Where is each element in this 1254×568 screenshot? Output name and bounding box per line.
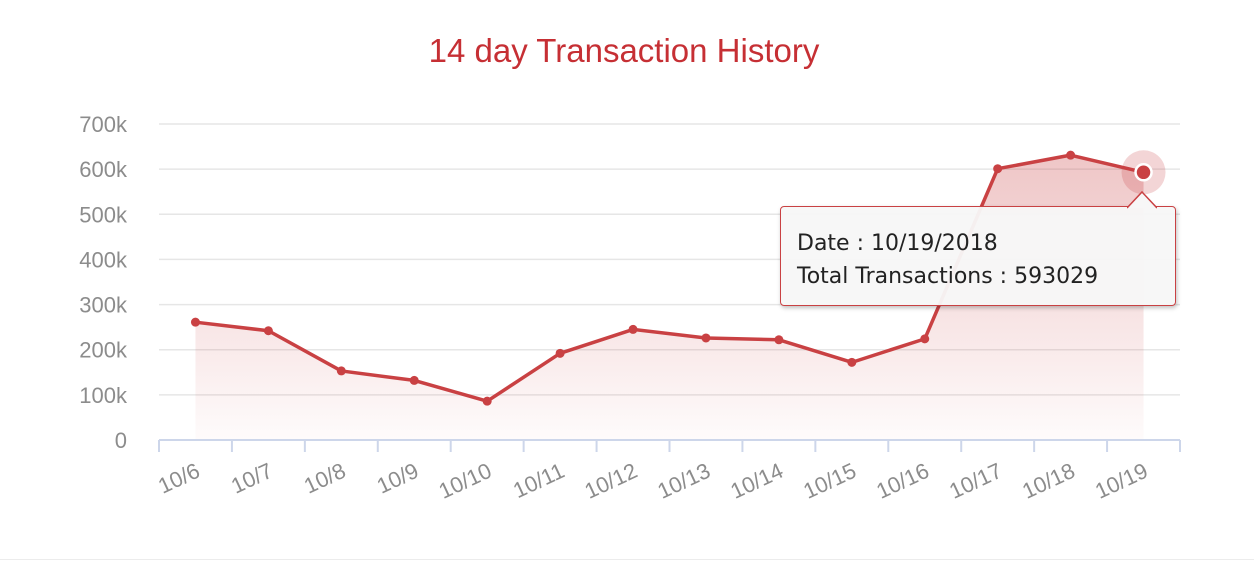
data-point[interactable] xyxy=(701,333,711,343)
data-point[interactable] xyxy=(336,366,346,376)
x-tick-label: 10/14 xyxy=(727,458,787,504)
data-point[interactable] xyxy=(1066,150,1076,160)
x-tick-label: 10/16 xyxy=(872,458,932,504)
series-area-fill xyxy=(195,155,1144,441)
data-point[interactable] xyxy=(774,335,784,345)
x-axis-ticks: 10/6 10/7 10/8 10/9 10/10 10/11 10/12 10/13 10/1… xyxy=(154,458,1151,504)
x-tick-label: 10/6 xyxy=(154,458,203,499)
data-point[interactable] xyxy=(920,334,930,344)
area-fill-layer xyxy=(195,155,1144,441)
line-layer xyxy=(195,153,1144,403)
x-tick-label: 10/8 xyxy=(300,458,349,499)
data-point[interactable] xyxy=(409,375,419,385)
series-line xyxy=(195,153,1144,403)
x-tick-label: 10/7 xyxy=(227,458,276,499)
data-point[interactable] xyxy=(847,357,857,367)
y-tick-label: 700k xyxy=(79,112,128,137)
y-tick-label: 200k xyxy=(79,338,128,363)
highlighted-data-point[interactable] xyxy=(1134,163,1153,182)
x-axis xyxy=(158,439,1181,452)
data-point[interactable] xyxy=(993,164,1003,174)
y-tick-label: 300k xyxy=(79,293,128,318)
y-tick-label: 600k xyxy=(79,157,128,182)
y-tick-label: 400k xyxy=(79,247,128,272)
data-points xyxy=(190,150,1166,406)
data-point[interactable] xyxy=(263,326,273,336)
x-tick-label: 10/19 xyxy=(1091,458,1151,504)
x-tick-label: 10/18 xyxy=(1018,458,1078,504)
y-tick-label: 500k xyxy=(79,202,128,227)
x-tick-label: 10/11 xyxy=(509,458,568,503)
data-point[interactable] xyxy=(555,348,565,358)
x-tick-label: 10/10 xyxy=(435,458,495,504)
x-tick-label: 10/9 xyxy=(373,458,422,499)
bottom-divider xyxy=(0,559,1254,560)
x-tick-label: 10/13 xyxy=(654,458,714,504)
y-tick-label: 0 xyxy=(115,428,127,453)
tooltip-pointer xyxy=(1127,190,1157,209)
data-point[interactable] xyxy=(628,324,638,334)
tooltip-date: Date : 10/19/2018 xyxy=(797,231,998,256)
tooltip-total: Total Transactions : 593029 xyxy=(797,264,1099,289)
y-axis-ticks: 0 100k 200k 300k 400k 500k 600k 700k xyxy=(79,112,128,453)
data-point[interactable] xyxy=(482,396,492,406)
data-tooltip: Date : 10/19/2018 Total Transactions : 5… xyxy=(780,206,1176,306)
x-tick-label: 10/15 xyxy=(799,458,859,504)
chart-title: 14 day Transaction History xyxy=(429,32,820,69)
x-tick-label: 10/12 xyxy=(581,458,641,504)
x-tick-label: 10/17 xyxy=(945,458,1005,504)
y-tick-label: 100k xyxy=(79,383,128,408)
data-point[interactable] xyxy=(190,317,200,327)
